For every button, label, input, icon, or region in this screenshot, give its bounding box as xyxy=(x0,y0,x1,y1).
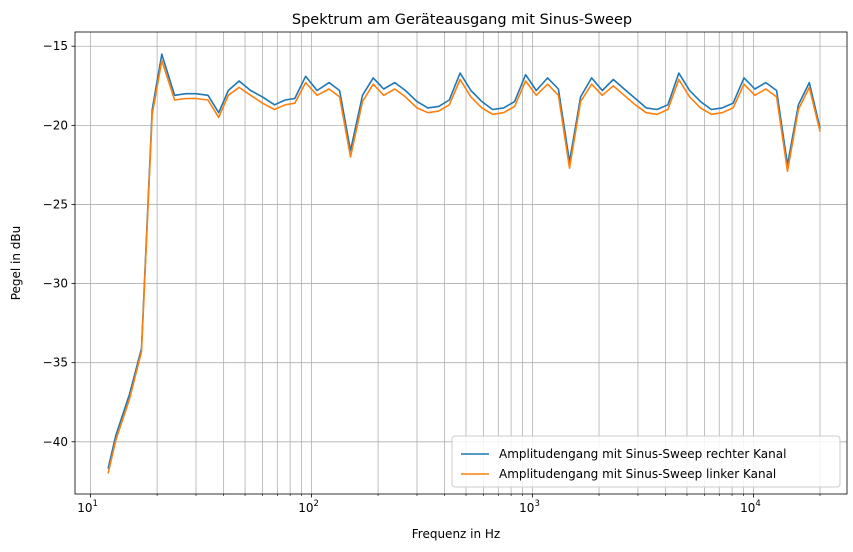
series-layer xyxy=(107,53,821,474)
legend: Amplitudengang mit Sinus-Sweep rechter K… xyxy=(451,435,841,488)
x-axis: 101 102 103 104 xyxy=(77,494,821,515)
y-tick-label: −20 xyxy=(43,118,68,132)
chart-title: Spektrum am Geräteausgang mit Sinus-Swee… xyxy=(292,12,632,28)
y-axis: −15 −20 −25 −30 −35 −40 xyxy=(43,39,75,449)
plot-frame xyxy=(74,31,848,495)
x-tick-label: 103 xyxy=(519,499,540,515)
series-line-rechter-kanal xyxy=(107,53,821,469)
y-tick-label: −30 xyxy=(43,277,68,291)
y-tick-label: −15 xyxy=(43,39,68,53)
x-tick-label: 102 xyxy=(298,499,319,515)
legend-box xyxy=(451,435,841,488)
y-axis-title: Pegel in dBu xyxy=(9,226,23,301)
series-line-linker-kanal xyxy=(107,59,821,474)
x-axis-title: Frequenz in Hz xyxy=(412,527,500,541)
x-tick-label: 101 xyxy=(77,499,98,515)
plot-area xyxy=(75,32,847,494)
x-tick-label: 104 xyxy=(740,499,761,515)
y-tick-label: −35 xyxy=(43,356,68,370)
legend-label-linker-kanal: Amplitudengang mit Sinus-Sweep linker Ka… xyxy=(499,467,776,481)
legend-label-rechter-kanal: Amplitudengang mit Sinus-Sweep rechter K… xyxy=(499,447,786,461)
y-tick-label: −40 xyxy=(43,435,68,449)
y-tick-label: −25 xyxy=(43,197,68,211)
